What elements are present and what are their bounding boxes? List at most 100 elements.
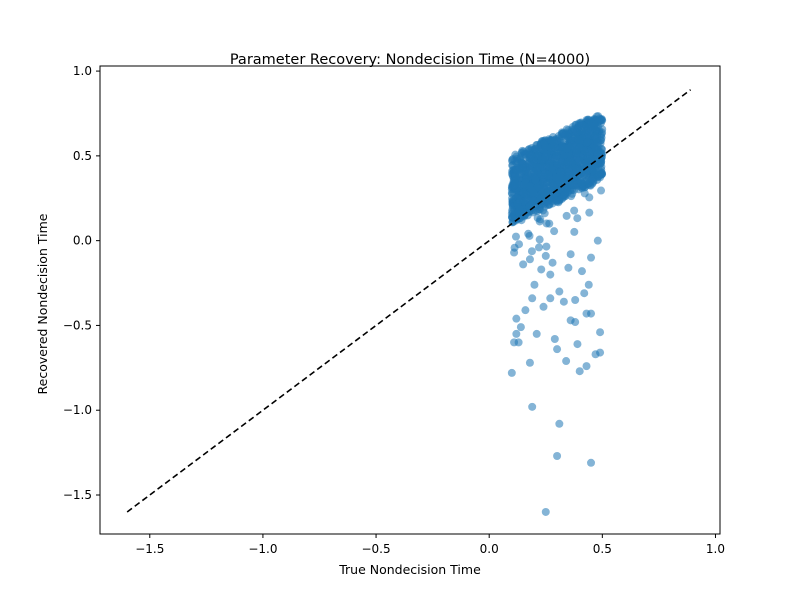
y-axis-ticks: −1.5 −1.0 −0.5 0.0 0.5 1.0 (63, 64, 100, 502)
y-tick-label: −0.5 (63, 318, 92, 332)
data-point (519, 159, 528, 168)
data-point (508, 194, 517, 203)
data-point (515, 205, 524, 214)
data-point (525, 202, 534, 211)
data-point (530, 280, 539, 289)
data-point (529, 188, 538, 197)
data-point (566, 250, 575, 259)
data-point (510, 248, 519, 257)
data-point (540, 153, 549, 162)
data-point (561, 175, 570, 184)
x-tick-label: −0.5 (361, 542, 390, 556)
y-tick-label: 0.5 (73, 149, 92, 163)
data-point (584, 280, 593, 289)
data-point (511, 232, 520, 241)
data-point (514, 338, 523, 347)
data-point (533, 206, 542, 215)
data-point (573, 340, 582, 349)
data-point (546, 294, 555, 303)
data-point (535, 235, 544, 244)
data-point (519, 260, 528, 269)
data-point (540, 209, 549, 218)
data-point (562, 357, 571, 366)
data-point (564, 157, 573, 166)
y-tick-label: −1.0 (63, 403, 92, 417)
x-tick-label: −1.5 (135, 542, 164, 556)
data-point (539, 302, 548, 311)
data-point (546, 144, 555, 152)
data-point (583, 138, 592, 147)
data-point (542, 242, 551, 251)
data-point (585, 208, 594, 217)
data-point (545, 200, 554, 209)
chart-title: Parameter Recovery: Nondecision Time (N=… (230, 52, 590, 68)
data-point (507, 368, 516, 377)
data-point (564, 263, 573, 272)
data-point (516, 323, 525, 332)
x-axis-ticks: −1.5 −1.0 −0.5 0.0 0.5 1.0 (135, 534, 725, 556)
data-point (558, 142, 566, 151)
data-point (550, 227, 559, 236)
x-tick-label: 0.0 (480, 542, 499, 556)
data-point (563, 187, 572, 196)
data-point (528, 294, 537, 303)
identity-line (126, 89, 692, 513)
data-point (521, 175, 530, 184)
data-point (524, 229, 533, 238)
data-point (528, 402, 537, 411)
x-axis-label: True Nondecision Time (338, 562, 481, 577)
y-tick-label: 1.0 (73, 64, 92, 78)
data-point (588, 175, 597, 184)
data-point (546, 270, 555, 279)
data-point (571, 296, 580, 304)
data-point (533, 163, 542, 172)
data-point (549, 133, 558, 142)
data-point (512, 314, 521, 323)
data-point (519, 189, 528, 198)
data-point (587, 458, 596, 467)
data-point (551, 154, 560, 163)
data-point (553, 452, 562, 460)
data-point (577, 179, 586, 188)
data-point (510, 180, 519, 189)
data-point (539, 178, 548, 187)
data-point (564, 164, 573, 173)
data-point (531, 175, 540, 184)
y-axis-label: Recovered Nondecision Time (35, 213, 50, 394)
data-point (596, 348, 605, 357)
data-point (596, 328, 605, 337)
data-point (526, 152, 535, 161)
data-point (533, 140, 542, 149)
data-point (521, 306, 530, 315)
data-point (573, 214, 582, 223)
data-point (532, 329, 541, 338)
data-point (583, 148, 592, 157)
data-point (534, 243, 543, 252)
data-point (548, 258, 557, 267)
data-point (593, 236, 602, 245)
x-tick-label: −1.0 (248, 542, 277, 556)
data-point (570, 206, 579, 215)
data-point (525, 255, 534, 264)
data-point (557, 158, 566, 167)
data-point (585, 193, 594, 202)
data-point (541, 507, 550, 516)
data-point (541, 251, 550, 260)
data-points (507, 112, 607, 516)
data-point (559, 297, 568, 306)
data-point (556, 167, 565, 176)
y-tick-label: 0.0 (73, 234, 92, 248)
data-point (550, 335, 559, 343)
data-point (587, 309, 596, 318)
data-point (537, 265, 546, 274)
data-point (516, 169, 525, 178)
data-point (559, 128, 568, 137)
data-point (548, 179, 557, 188)
data-point (570, 227, 579, 236)
data-point (597, 186, 606, 195)
data-point (580, 289, 589, 298)
data-point (527, 247, 536, 256)
data-point (587, 253, 596, 262)
data-point (572, 128, 581, 137)
plot-frame (99, 65, 721, 535)
